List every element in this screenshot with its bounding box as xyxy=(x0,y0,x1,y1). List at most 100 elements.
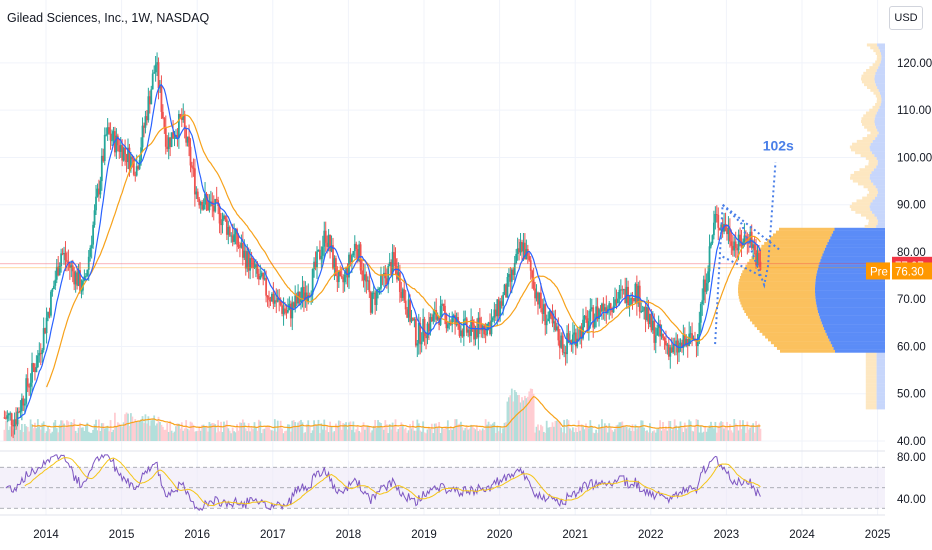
volume-bar xyxy=(147,416,150,441)
volume-bar xyxy=(500,433,503,441)
volume-profile-down xyxy=(822,253,885,257)
volume-profile-down xyxy=(834,227,885,231)
volume-bar xyxy=(154,425,157,441)
volume-bar xyxy=(461,427,464,441)
volume-profile-down xyxy=(876,224,885,228)
candle-body xyxy=(70,265,73,268)
candle-body xyxy=(156,62,158,65)
volume-bar xyxy=(615,425,618,441)
candle-body xyxy=(532,277,535,289)
volume-bar xyxy=(409,424,411,441)
volume-bar xyxy=(372,425,375,441)
volume-bar xyxy=(186,428,189,441)
volume-bar xyxy=(355,429,358,441)
candle-body xyxy=(289,303,292,319)
volume-bar xyxy=(314,424,317,441)
volume-bar xyxy=(141,416,144,441)
volume-profile-up xyxy=(866,216,877,220)
volume-profile-up xyxy=(778,227,835,231)
candle-body xyxy=(617,298,619,304)
candle-body xyxy=(51,289,54,292)
volume-bar xyxy=(446,420,449,441)
volume-profile-down xyxy=(879,91,885,95)
volume-bar xyxy=(526,396,529,441)
volume-bar xyxy=(390,429,393,441)
volume-profile-up xyxy=(860,213,875,217)
volume-bar xyxy=(137,421,140,441)
candle-body xyxy=(105,134,108,136)
volume-bar xyxy=(398,427,401,441)
volume-bar xyxy=(438,422,441,441)
volume-bar xyxy=(583,429,586,441)
volume-bar xyxy=(150,420,153,441)
candle-body xyxy=(737,234,740,251)
volume-bar xyxy=(445,425,448,441)
candle-body xyxy=(332,245,334,269)
volume-bar xyxy=(307,420,310,441)
candle-body xyxy=(608,303,611,310)
volume-bar xyxy=(311,430,314,441)
volume-profile-up xyxy=(741,273,817,277)
volume-bar xyxy=(252,429,254,441)
volume-bar xyxy=(327,432,330,441)
volume-bar xyxy=(68,425,71,441)
time-axis[interactable]: 2014 2015 2016 2017 2018 2019 2020 2021 2022 2023… xyxy=(33,529,890,541)
candle-body xyxy=(214,198,217,212)
volume-bar xyxy=(295,427,298,441)
candle-body xyxy=(398,272,401,293)
volume-bar xyxy=(436,426,439,441)
volume-bar xyxy=(471,426,474,441)
volume-bar xyxy=(128,425,131,441)
candle-body xyxy=(650,313,653,331)
volume-profile-up xyxy=(876,54,882,58)
volume-bar xyxy=(160,424,163,441)
volume-bar xyxy=(650,432,653,441)
volume-bar xyxy=(51,431,54,441)
candle-body xyxy=(220,223,222,226)
candle-body xyxy=(116,135,119,146)
price-axis[interactable]: 120.00 110.00 100.00 90.00 80.00 70.00 60.00 50… xyxy=(866,58,932,506)
volume-profile-down xyxy=(874,74,885,78)
volume-profile-down xyxy=(877,43,885,47)
volume-bar xyxy=(193,431,196,441)
candle-body xyxy=(404,300,407,310)
candle-body xyxy=(695,339,698,347)
volume-profile-up xyxy=(849,205,870,209)
candle-body xyxy=(593,319,596,328)
volume-bar xyxy=(596,432,599,441)
volume-profile-up xyxy=(865,397,877,401)
volume-bar xyxy=(667,420,670,441)
volume-profile-up xyxy=(867,134,878,138)
candle-body xyxy=(295,295,298,304)
volume-bar xyxy=(720,421,723,441)
volume-bar xyxy=(462,430,465,441)
candle-body xyxy=(683,334,686,346)
candle-body xyxy=(590,307,593,310)
volume-bar xyxy=(316,424,318,441)
volume-bar xyxy=(57,432,60,441)
volume-bar xyxy=(634,424,637,441)
candle-body xyxy=(580,326,583,339)
currency-button[interactable]: USD xyxy=(889,6,923,30)
volume-bar xyxy=(454,419,457,441)
volume-bar xyxy=(231,427,234,441)
candle-body xyxy=(417,323,420,344)
volume-profile-down xyxy=(816,273,885,277)
volume-bar xyxy=(393,425,395,441)
volume-bar xyxy=(366,425,369,441)
candle-body xyxy=(6,415,9,419)
volume-bar xyxy=(303,433,305,441)
volume-profile-up xyxy=(856,199,873,203)
volume-bar xyxy=(606,432,609,441)
volume-bar xyxy=(275,431,278,441)
candle-body xyxy=(275,300,278,302)
candle-body xyxy=(291,302,294,319)
volume-bar xyxy=(217,420,220,441)
volume-bar xyxy=(518,394,520,441)
volume-profile-up xyxy=(739,278,816,282)
volume-profile-up xyxy=(738,292,816,296)
candle-body xyxy=(410,318,413,322)
volume-bar xyxy=(223,421,225,441)
candle-body xyxy=(336,276,339,283)
